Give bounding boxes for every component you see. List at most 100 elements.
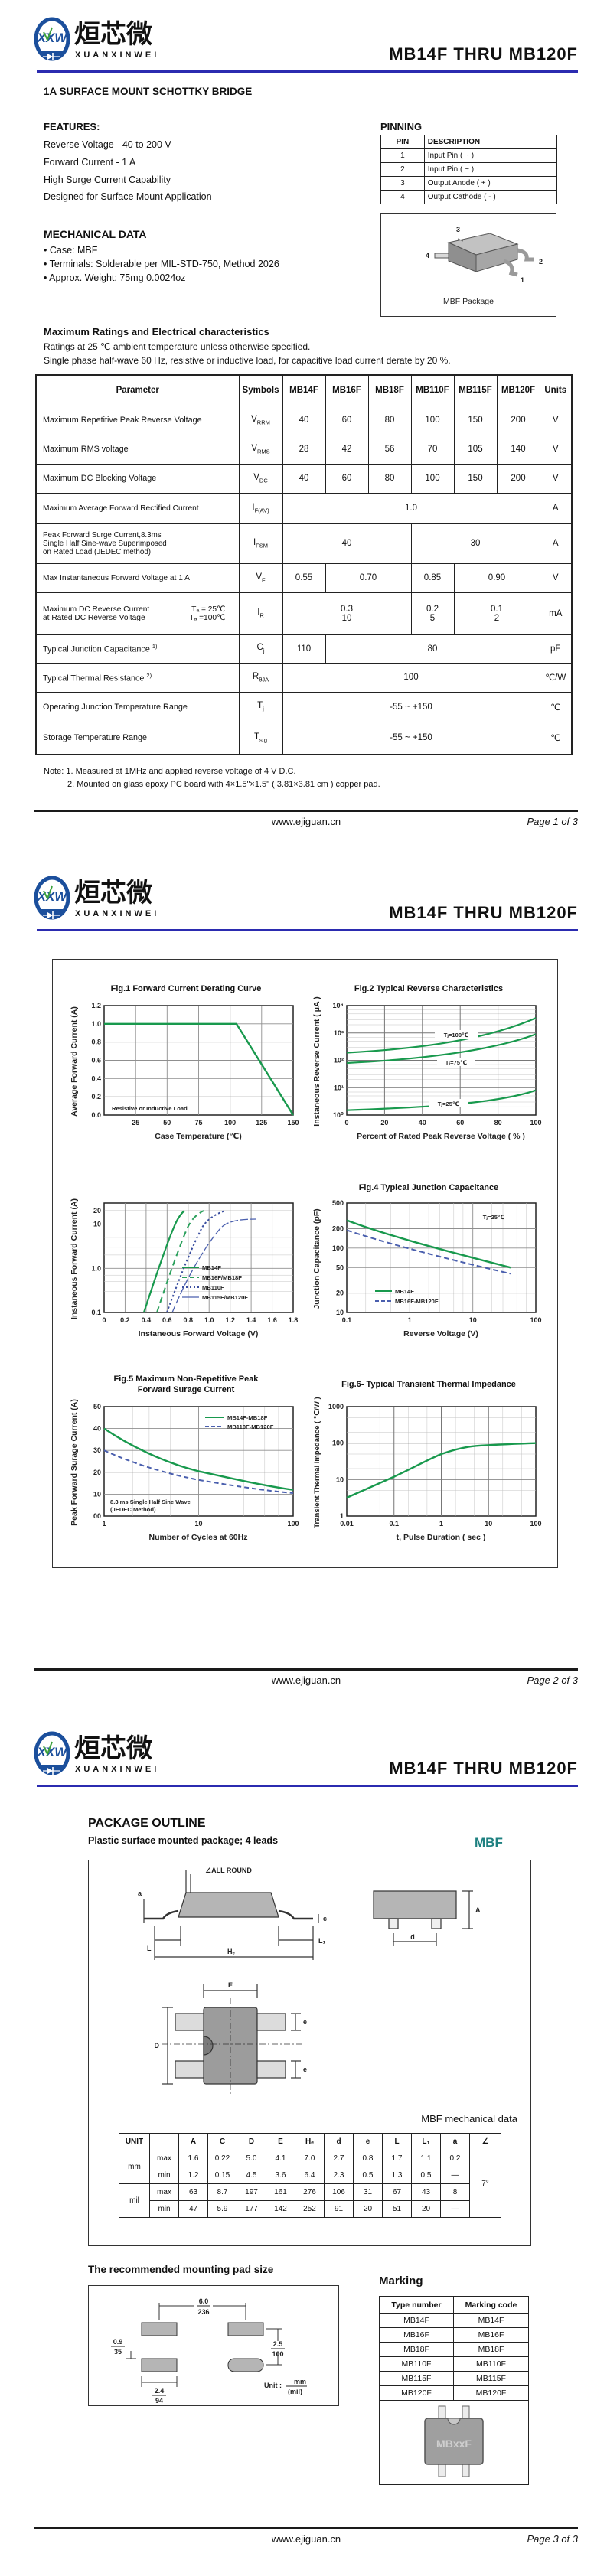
table-row: Maximum Repetitive Peak Reverse Voltage … [35,405,573,435]
table-row: Maximum Average Forward Rectified Curren… [35,492,573,524]
unit: V [539,562,573,593]
fig2-ylabel: Instaneous Reverse Current ( μA ) [312,996,321,1126]
fig2-curve-75c [346,1033,537,1065]
svg-text:10: 10 [336,1309,344,1316]
fig4-minor-grid [365,1203,527,1312]
svg-text:25: 25 [132,1119,139,1127]
svg-text:80: 80 [494,1119,502,1127]
page2-header: XXW 烜芯微 XUANXINWEI MB14F THRU MB120F [34,876,578,929]
col-header: MB16F [325,374,369,406]
fig4-xlabel: Reverse Voltage (V) [403,1329,478,1339]
value: 200 [496,463,540,494]
ratings-condition: Ratings at 25 ℃ ambient temperature unle… [44,341,311,352]
fig4-annotation: Tⱼ=25℃ [483,1214,504,1221]
features-heading: FEATURES: [44,121,100,132]
logo-en-text: XUANXINWEI [75,51,160,60]
page3-header: XXW 烜芯微 XUANXINWEI MB14F THRU MB120F [34,1731,578,1785]
svg-text:100: 100 [332,1440,344,1447]
value: 40 [282,523,412,564]
fig5-yticks: 50 40 30 20 10 00 [93,1403,101,1520]
package-preview-box: 3 4 2 1 MBF Package [380,213,556,317]
fig4-legend: MB14F MB16F-MB120F [375,1288,439,1305]
col-header: Symbols [238,374,283,406]
footer-rule [34,1668,578,1671]
value: 80 [325,634,540,664]
svg-text:50: 50 [163,1119,171,1127]
unit: V [539,405,573,435]
value: 0.85 [410,562,455,593]
pin-col-header: PIN [380,135,425,149]
fig3-grid [104,1203,293,1312]
table-row: MB110F MB110F [379,2356,529,2372]
fig5-annotation-line1: 8.3 ms Single Half Sine Wave [110,1498,191,1505]
table-row: Maximum RMS voltage VRMS 28 42 56 70 105… [35,434,573,465]
symbol: VDC [238,463,283,494]
logo-xxw-text: XXW [37,889,69,904]
svg-text:100: 100 [530,1119,541,1127]
col-header: L [382,2133,412,2150]
parameter: Maximum RMS voltage [35,434,240,465]
fig1-derating-chart: Average Forward Current (A) Resistive or… [70,1002,299,1141]
svg-text:10: 10 [93,1490,101,1498]
value: -55 ~ +150 [282,691,540,722]
svg-text:20: 20 [93,1207,101,1215]
logo-cn-text: 烜芯微 [74,879,152,908]
svg-text:10³: 10³ [334,1029,344,1037]
value: 0.1 2 [453,592,540,635]
col-header: e [353,2133,383,2150]
svg-text:20: 20 [380,1119,388,1127]
svg-text:20: 20 [93,1469,101,1476]
value: 60 [325,405,369,435]
svg-text:75: 75 [194,1119,202,1127]
fig5-surge-chart: Peak Forward Surage Current (A) MB14F-MB… [70,1399,299,1542]
fig1-ylabel: Average Forward Current (A) [70,1006,79,1117]
svg-text:0.1: 0.1 [91,1309,101,1316]
table-row: min 47 5.9 177 142 252 91 20 51 20— [119,2200,501,2218]
fig1-xlabel: Case Temperature (℃) [155,1132,241,1141]
footer-site: www.ejiguan.cn [271,2533,341,2545]
svg-text:2.4: 2.4 [155,2387,165,2395]
svg-text:30: 30 [93,1446,101,1454]
fig2-label-75c: Tⱼ=75℃ [445,1059,467,1066]
fig4-ylabel: Junction Capacitance (pF) [312,1208,321,1309]
fig1-curve [104,1022,295,1116]
fig3-yticks: 20 10 1.0 0.1 [91,1207,101,1316]
table-header-row: Type number Marking code [379,2296,529,2314]
symbol: RθJA [238,662,283,693]
value: 105 [453,434,498,465]
col-header: Marking code [453,2296,529,2314]
col-header: d [324,2133,354,2150]
table-row: Peak Forward Surge Current,8.3ms Single H… [35,523,573,564]
svg-text:00: 00 [93,1512,101,1520]
header-rule [37,929,578,931]
table-row: MB120F MB120F [379,2385,529,2401]
svg-text:1.4: 1.4 [246,1316,256,1324]
mech-table-title: MBF mechanical data [421,2113,517,2124]
value: 70 [410,434,455,465]
fig4-grid [347,1203,536,1312]
fig3-xticks: 0 0.2 0.4 0.6 0.8 1.0 1.2 1.4 1.6 1.8 [102,1316,298,1324]
svg-text:0.0: 0.0 [91,1111,101,1119]
outline-drawing-box: ∠ALL ROUND a c L L₁ Hₑ A d [88,1860,531,2246]
fig5-caption-line1: Fig.5 Maximum Non-Repetitive Peak [113,1374,259,1384]
svg-text:1.2: 1.2 [225,1316,235,1324]
parameter: Typical Junction Capacitance 1) [35,634,240,664]
col-header: UNIT [119,2133,150,2150]
mechanical-item: • Approx. Weight: 75mg 0.0024oz [44,272,186,283]
svg-text:10: 10 [485,1520,492,1528]
footer-rule [34,2527,578,2529]
pinning-heading: PINNING [380,121,423,132]
svg-text:10⁴: 10⁴ [333,1002,344,1009]
svg-text:20: 20 [336,1290,344,1297]
unit: pF [539,634,573,664]
value: 200 [496,405,540,435]
dim-e: e [303,2066,307,2073]
svg-text:100: 100 [224,1119,236,1127]
parameter: Peak Forward Surge Current,8.3ms Single H… [35,523,240,564]
fig2-xticks: 0 20 40 60 80 100 [344,1119,541,1127]
bottom-view [162,1984,303,2094]
col-header: Type number [379,2296,454,2314]
value: 100 [410,463,455,494]
svg-text:MB16F-MB120F: MB16F-MB120F [395,1298,439,1305]
dim-l: L [147,1945,152,1952]
